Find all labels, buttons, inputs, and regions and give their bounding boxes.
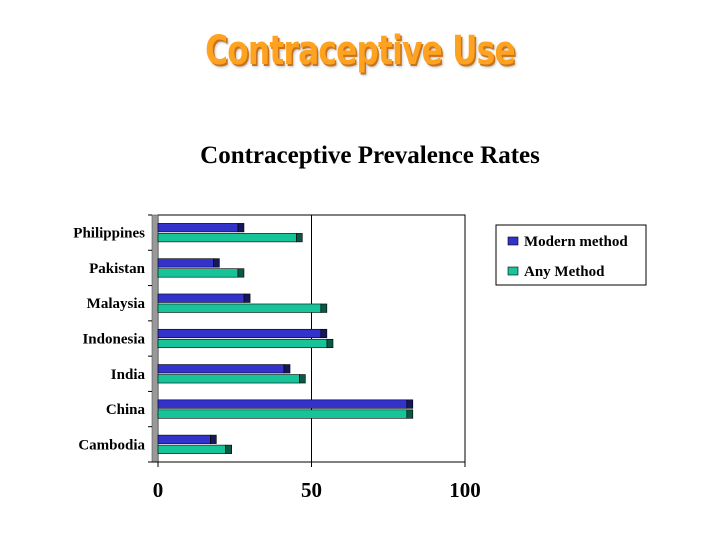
bar-indonesia-modern-method — [157, 328, 322, 339]
category-label-cambodia: Cambodia — [78, 437, 145, 453]
bar-india-any-method — [157, 374, 300, 384]
bar-india-modern-method — [157, 364, 285, 374]
plot-area: 0 50 100 Philippines Pakistan Malaysia Indones… — [73, 214, 481, 502]
chart-legend: Modern method Any Method — [495, 224, 647, 286]
bar-end-philippines-modern-method — [237, 223, 245, 233]
x-tick-label-0: 0 — [153, 478, 164, 502]
legend-box — [495, 224, 647, 286]
category-label-indonesia: Indonesia — [82, 332, 145, 348]
bar-end-india-modern-method — [283, 364, 291, 374]
bar-end-cambodia-modern-method — [210, 434, 217, 444]
bar-end-china-any-method — [406, 409, 414, 419]
x-tick-label-100: 100 — [449, 478, 481, 502]
bar-pakistan-any-method — [157, 268, 239, 278]
bar-end-pakistan-any-method — [237, 268, 245, 278]
bar-malaysia-modern-method — [157, 293, 245, 303]
category-label-china: China — [106, 402, 146, 418]
bar-end-pakistan-modern-method — [213, 258, 220, 268]
bar-malaysia-any-method — [157, 303, 322, 313]
bar-china-any-method — [157, 409, 408, 419]
bar-end-indonesia-any-method — [326, 338, 334, 349]
bar-philippines-any-method — [157, 233, 297, 243]
bar-philippines-modern-method — [157, 223, 239, 233]
bar-end-malaysia-any-method — [320, 303, 328, 313]
x-tick-label-50: 50 — [301, 478, 322, 502]
bar-cambodia-any-method — [157, 444, 226, 454]
slide-title: Contraceptive Use — [205, 28, 515, 74]
bar-end-indonesia-modern-method — [320, 328, 328, 339]
bar-end-india-any-method — [299, 374, 306, 384]
legend-label-0: Modern method — [524, 234, 628, 250]
category-label-philippines: Philippines — [73, 226, 145, 242]
chart-wall — [151, 214, 159, 463]
legend-swatch-1 — [507, 266, 519, 276]
bar-end-philippines-any-method — [295, 233, 303, 243]
bar-end-china-modern-method — [406, 399, 414, 409]
bar-indonesia-any-method — [157, 338, 328, 349]
legend-swatch-0 — [507, 236, 519, 246]
bar-china-modern-method — [157, 399, 408, 409]
bar-cambodia-modern-method — [157, 434, 211, 444]
category-label-malaysia: Malaysia — [87, 296, 146, 312]
chart-title: Contraceptive Prevalence Rates — [200, 142, 540, 169]
category-label-pakistan: Pakistan — [89, 261, 146, 277]
bar-end-cambodia-any-method — [225, 444, 232, 454]
bar-pakistan-modern-method — [157, 258, 214, 268]
bar-end-malaysia-modern-method — [243, 293, 251, 303]
legend-label-1: Any Method — [524, 264, 605, 280]
category-label-india: India — [111, 367, 146, 383]
